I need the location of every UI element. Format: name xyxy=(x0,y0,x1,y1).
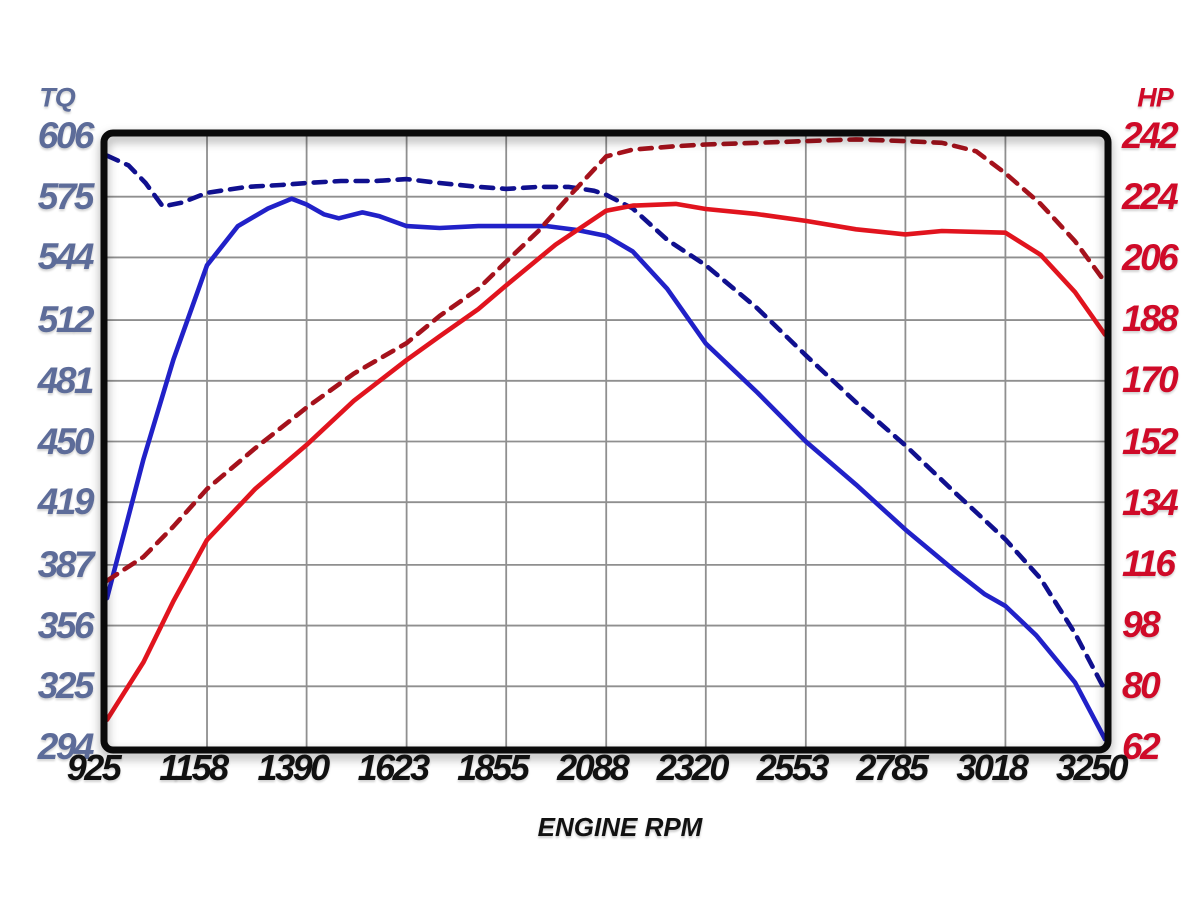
plot-border xyxy=(100,129,1112,754)
torque-solid-run-curve xyxy=(107,196,1105,742)
tq-axis-title: TQ xyxy=(39,82,75,113)
hp-axis-title: HP xyxy=(1137,82,1174,113)
horsepower-solid-run-curve xyxy=(107,201,1105,723)
torque-dashed-run-curve xyxy=(107,153,1105,693)
gridlines xyxy=(107,136,1105,747)
x-axis-title: ENGINE RPM xyxy=(537,812,703,842)
horsepower-dashed-run-curve xyxy=(107,137,1105,584)
